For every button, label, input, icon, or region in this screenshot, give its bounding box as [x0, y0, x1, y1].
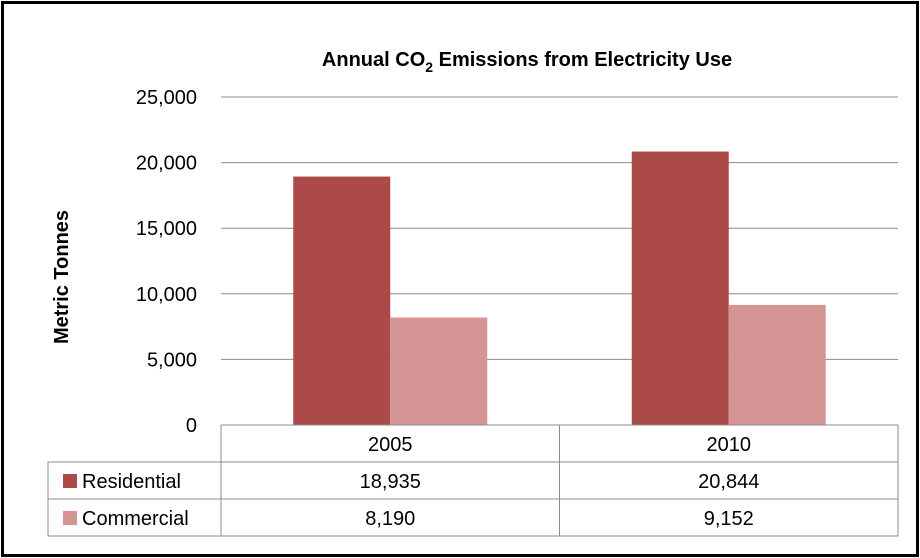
y-tick-label: 25,000 [136, 87, 197, 109]
chart-title-subscript: 2 [425, 59, 433, 75]
chart-title-main: Annual CO [322, 49, 425, 71]
bar-commercial-2005 [390, 317, 488, 425]
data-label: 8,190 [365, 508, 415, 530]
chart-title-rest: Emissions from Electricity Use [433, 49, 732, 71]
legend-label-residential: Residential [82, 471, 181, 493]
legend-swatch-residential [63, 474, 77, 488]
legend-swatch-commercial [63, 511, 77, 525]
chart-title: Annual CO2 Emissions from Electricity Us… [322, 49, 732, 75]
y-tick-label: 5,000 [147, 349, 197, 371]
data-label: 9,152 [704, 508, 754, 530]
y-axis-label: Metric Tonnes [51, 210, 73, 344]
bar-residential-2010 [631, 151, 729, 425]
bar-residential-2005 [293, 176, 391, 425]
x-tick-label: 2005 [368, 434, 413, 456]
y-tick-label: 20,000 [136, 153, 197, 175]
y-tick-label: 15,000 [136, 218, 197, 240]
data-label: 20,844 [698, 471, 759, 493]
y-tick-label: 0 [186, 415, 197, 437]
y-tick-label: 10,000 [136, 284, 197, 306]
data-label: 18,935 [360, 471, 421, 493]
legend-label-commercial: Commercial [82, 508, 189, 530]
bar-commercial-2010 [728, 304, 826, 425]
x-tick-label: 2010 [707, 434, 752, 456]
